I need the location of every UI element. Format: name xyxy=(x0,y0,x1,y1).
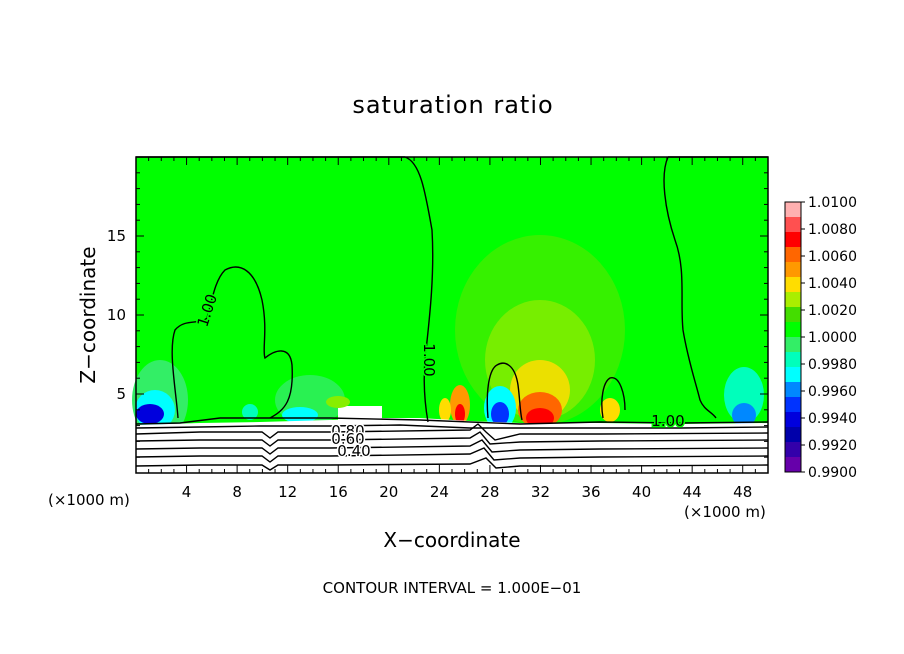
field-region xyxy=(732,403,756,427)
contour-line xyxy=(135,423,769,441)
y-axis-ticks: 5 10 15 xyxy=(107,172,768,458)
colorbar-label: 1.0020 xyxy=(808,303,857,319)
colorbar-swatch xyxy=(785,247,801,263)
colorbar-label: 1.0040 xyxy=(808,276,857,292)
colorbar-label: 1.0060 xyxy=(808,249,857,265)
contour-line xyxy=(135,417,769,425)
x-unit-right: (×1000 m) xyxy=(684,503,766,521)
contour-lines xyxy=(135,156,769,471)
x-tick-label: 4 xyxy=(182,483,192,501)
contour-line xyxy=(486,362,523,421)
colorbar-swatch xyxy=(785,307,801,323)
x-tick-label: 36 xyxy=(581,483,600,501)
colorbar-label: 1.0080 xyxy=(808,222,857,238)
colorbar-label: 1.0100 xyxy=(808,195,857,211)
field-region xyxy=(242,404,258,420)
field-region xyxy=(282,407,318,423)
colorbar-swatch xyxy=(785,397,801,413)
contour-line xyxy=(136,156,434,423)
x-tick-label: 48 xyxy=(733,483,752,501)
contour-interval-note: CONTOUR INTERVAL = 1.000E−01 xyxy=(323,579,582,597)
field-shading xyxy=(132,235,764,440)
colorbar-label: 0.9920 xyxy=(808,438,857,454)
colorbar-label: 0.9940 xyxy=(808,411,857,427)
colorbar-swatch xyxy=(785,367,801,383)
contour-label: 1.00 xyxy=(651,412,684,430)
y-axis-label: Z−coordinate xyxy=(76,246,100,383)
colorbar-swatch xyxy=(785,412,801,428)
contour-line xyxy=(135,439,769,455)
field-region xyxy=(136,404,164,424)
field-region xyxy=(491,402,509,426)
x-axis-label: X−coordinate xyxy=(383,528,520,552)
colorbar-swatch xyxy=(785,442,801,458)
colorbar-swatch xyxy=(785,322,801,338)
colorbar-label: 0.9900 xyxy=(808,465,857,481)
x-tick-label: 28 xyxy=(480,483,499,501)
colorbar-swatch xyxy=(785,382,801,398)
x-tick-label: 8 xyxy=(232,483,242,501)
contour-label: 0.40 xyxy=(337,442,370,460)
field-region xyxy=(455,404,465,424)
y-tick-label: 10 xyxy=(107,306,126,324)
contour-line xyxy=(135,457,769,471)
colorbar-swatch xyxy=(785,457,801,473)
contour-line xyxy=(135,447,769,463)
colorbar-label: 0.9980 xyxy=(808,357,857,373)
plot-area: 1.00 1.00 1.00 0.80 0.60 0.40 xyxy=(132,156,769,474)
y-tick-label: 15 xyxy=(107,227,126,245)
colorbar-swatch xyxy=(785,352,801,368)
field-region xyxy=(326,396,350,408)
contour-line xyxy=(135,431,769,447)
colorbar-label: 0.9960 xyxy=(808,384,857,400)
colorbar-swatch xyxy=(785,202,801,218)
colorbar-swatch xyxy=(785,292,801,308)
contour-line xyxy=(601,377,626,419)
colorbar-swatch xyxy=(785,217,801,233)
y-tick-label: 5 xyxy=(116,385,126,403)
colorbar-swatch xyxy=(785,277,801,293)
colorbar: 1.0100 1.0080 1.0060 1.0040 1.0020 1.0000 0.99… xyxy=(784,195,857,481)
x-tick-label: 32 xyxy=(531,483,550,501)
colorbar-swatch xyxy=(785,262,801,278)
colorbar-swatch xyxy=(785,427,801,443)
field-region xyxy=(600,398,620,422)
x-tick-label: 20 xyxy=(379,483,398,501)
contour-line xyxy=(135,424,769,429)
x-tick-label: 40 xyxy=(632,483,651,501)
contour-label: 0.80 xyxy=(331,422,364,440)
colorbar-swatch xyxy=(785,232,801,248)
x-axis-ticks: 4 8 12 16 20 24 28 32 36 40 44 48 xyxy=(148,157,756,501)
x-tick-label: 12 xyxy=(278,483,297,501)
contour-label: 1.00 xyxy=(420,343,438,376)
x-tick-label: 16 xyxy=(329,483,348,501)
contour-line xyxy=(171,266,293,419)
chart-title: saturation ratio xyxy=(352,91,553,119)
field-region xyxy=(338,406,382,420)
x-unit-left: (×1000 m) xyxy=(48,491,130,509)
contour-label: 0.60 xyxy=(331,430,364,448)
field-region xyxy=(439,398,451,422)
x-tick-label: 24 xyxy=(430,483,449,501)
x-tick-label: 44 xyxy=(683,483,702,501)
colorbar-swatch xyxy=(785,337,801,353)
contour-labels: 1.00 1.00 1.00 0.80 0.60 0.40 xyxy=(192,290,686,461)
colorbar-label: 1.0000 xyxy=(808,330,857,346)
